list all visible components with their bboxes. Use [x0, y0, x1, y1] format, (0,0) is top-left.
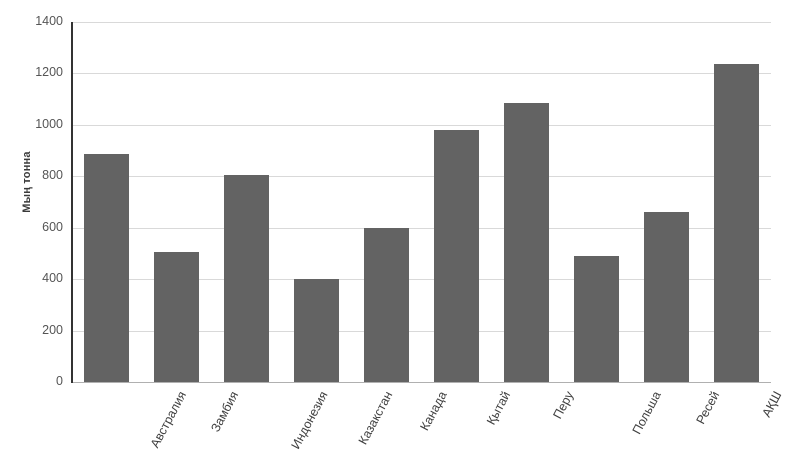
bars-layer: [71, 22, 771, 383]
x-axis-tick-label: Казакстан: [355, 389, 396, 447]
x-axis-tick-labels: Австралия Замбия Индонезия Казакстан Канада Қ…: [71, 383, 785, 463]
bar[interactable]: [643, 212, 689, 382]
y-axis-tick-label: 0: [56, 374, 63, 388]
grid-line: [71, 382, 771, 383]
grid-line: [71, 227, 771, 229]
bar[interactable]: [573, 256, 619, 382]
x-axis-tick-label: Австралия: [147, 389, 190, 451]
y-axis-tick-label: 400: [42, 271, 63, 286]
y-axis-tick-label: 1400: [35, 14, 63, 28]
y-axis-tick-label: 1200: [35, 65, 63, 80]
bar[interactable]: [83, 154, 129, 382]
grid-line: [71, 124, 771, 126]
bar[interactable]: [293, 279, 339, 382]
bar[interactable]: [713, 64, 759, 382]
bar[interactable]: [363, 227, 409, 382]
bar[interactable]: [153, 252, 199, 382]
plot-area: [71, 22, 771, 383]
y-axis-tick-label: 800: [42, 168, 63, 183]
x-axis-tick-label: Канада: [417, 389, 450, 433]
y-axis-tick-label: 200: [42, 322, 63, 337]
bar[interactable]: [503, 103, 549, 382]
x-axis-tick-label: Индонезия: [288, 389, 331, 452]
x-axis-tick-label: Перу: [550, 389, 577, 422]
grid-line: [71, 279, 771, 281]
y-axis-tick-label: 1000: [35, 116, 63, 131]
x-axis-tick-label: Замбия: [208, 389, 242, 435]
grid-line: [71, 330, 771, 332]
x-axis-tick-label: Ресей: [693, 389, 723, 427]
x-axis-tick-label: Қытай: [483, 389, 514, 428]
y-axis-tick-label: 600: [42, 219, 63, 234]
grid-line: [71, 22, 771, 23]
grid-line: [71, 176, 771, 178]
grid-line: [71, 73, 771, 75]
x-axis-tick-label: АҚШ: [759, 389, 785, 420]
y-axis-line: [71, 22, 73, 383]
bar[interactable]: [433, 130, 479, 382]
bar[interactable]: [223, 175, 269, 382]
x-axis-tick-label: Польша: [629, 389, 664, 437]
